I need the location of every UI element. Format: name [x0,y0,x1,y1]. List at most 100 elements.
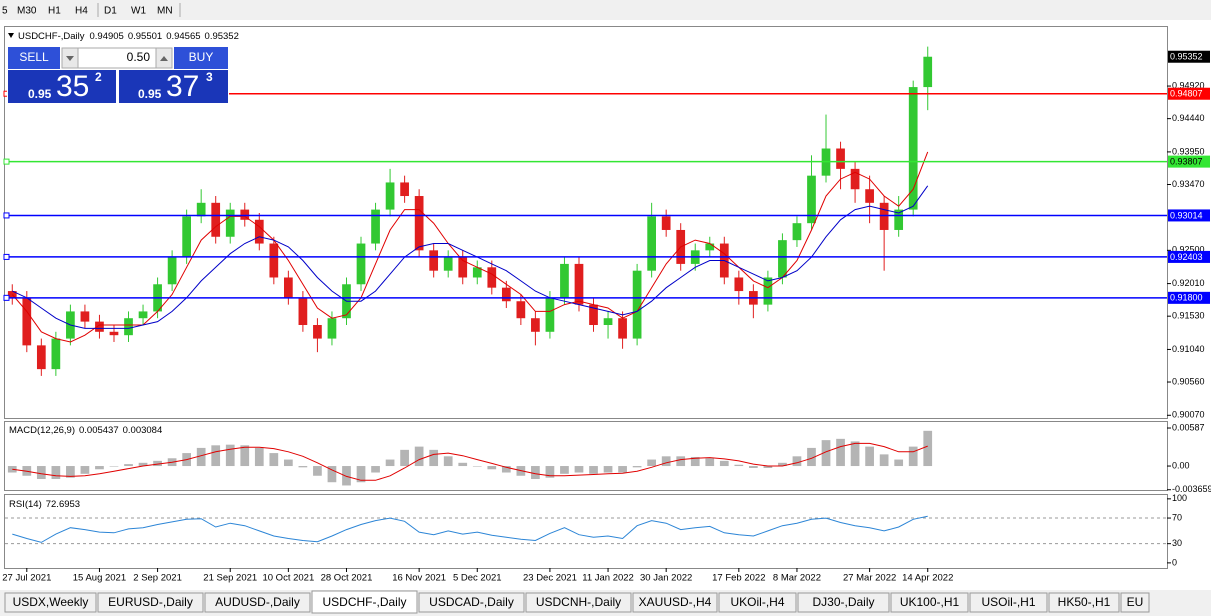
candle-body [414,196,424,251]
candle-body [923,56,933,88]
tab-label[interactable]: USOil-,H1 [981,595,1035,609]
price-tick-label: 0.90560 [1172,376,1205,386]
timeframe-button[interactable]: W1 [131,6,146,17]
tab-label[interactable]: USDCHF-,Daily [323,595,407,609]
macd-bar [908,446,918,467]
tab[interactable] [418,592,525,613]
level-label: 0.92403 [1170,252,1203,262]
level-label: 0.93014 [1170,210,1203,220]
tab[interactable] [97,592,204,613]
tab-label[interactable]: HK50-,H1 [1058,595,1111,609]
tab[interactable] [1120,592,1150,613]
trade-panel: SELL 0.50 BUY 0.95 35 2 0.95 37 3 [7,46,229,104]
candle-body [778,240,787,278]
tab-label[interactable]: UKOil-,H4 [730,595,784,609]
candle-body [501,287,511,302]
macd-bar [80,466,90,474]
sell-price-box[interactable] [8,70,116,103]
timeframe-button[interactable]: H4 [75,6,88,17]
macd-bar [429,449,439,467]
tab-label[interactable]: EURUSD-,Daily [108,595,193,609]
macd-bar [51,466,61,479]
sell-label[interactable]: SELL [19,50,49,64]
candle-body [763,277,773,305]
candle-body [705,243,715,251]
bid-label-bg [1168,50,1210,63]
high-value: 0.95501 [128,31,162,42]
macd-bar [472,466,482,467]
sell-button[interactable] [8,47,60,69]
tab-label[interactable]: USDCNH-,Daily [536,595,621,609]
tab-label[interactable]: AUDUSD-,Daily [215,595,300,609]
candle-body [574,263,584,305]
candle-body [429,250,439,271]
tab-label[interactable]: XAUUSD-,H4 [639,595,712,609]
tab-label[interactable]: UK100-,H1 [900,595,960,609]
tab[interactable] [890,592,969,613]
tab[interactable] [718,592,797,613]
candle-body [138,311,148,319]
macd-bar [661,456,671,467]
candle-body [894,209,904,230]
tab-label[interactable]: USDCAD-,Daily [429,595,514,609]
macd-bar [618,466,627,473]
timeframe-button[interactable]: MN [157,6,173,17]
open-value: 0.94905 [90,31,124,42]
candle-body [80,311,90,322]
level-label: 0.91800 [1170,293,1203,303]
tab-label[interactable]: USDX,Weekly [13,595,89,609]
macd-bar [763,466,773,468]
macd-bar [719,460,729,467]
timeframe-button[interactable]: M30 [17,6,37,17]
timeframe-button[interactable]: H1 [48,6,61,17]
sell-price-digits: 35 [56,70,89,103]
candle-body [560,263,569,298]
tab[interactable] [1048,592,1120,613]
tab[interactable] [204,592,311,613]
macd-bar [138,462,148,467]
macd-bar [734,464,744,467]
tab[interactable] [525,592,632,613]
level-label-bg [1168,291,1210,304]
macd-tick-label: 0.00587 [1172,422,1205,432]
tab-label[interactable]: DJ30-,Daily [812,595,874,609]
collapse-icon[interactable] [8,33,14,38]
macd-bar [211,445,221,467]
candle-body [167,257,177,285]
macd-bar [254,447,264,467]
candle-body [734,277,744,292]
candle-body [879,202,889,230]
timeframe-button[interactable]: 5 [2,6,8,17]
candle-body [36,345,46,370]
macd-bar [443,456,453,467]
rsi-title: RSI(14) [9,499,42,510]
low-value: 0.94565 [166,31,200,42]
tab[interactable] [4,592,97,613]
candle-body [647,216,656,271]
buy-button[interactable] [174,47,228,69]
macd-bar [487,466,497,470]
candle-body [51,338,61,370]
candle-body [327,318,337,339]
tab[interactable] [311,590,418,614]
bid-label: 0.95352 [1170,52,1203,62]
lot-value[interactable]: 0.50 [127,50,151,64]
price-tick-label: 0.94920 [1172,80,1205,90]
price-tick-label: 0.93470 [1172,179,1205,189]
candle-body [109,331,119,336]
signal-value: 0.003084 [123,425,163,436]
plot-layer: 0.94920 0.94440 0.93950 0.93470 0.92500 0.920… [2,46,1211,584]
buy-label[interactable]: BUY [189,50,214,64]
candle-body [254,219,264,244]
buy-price-box[interactable] [119,70,228,103]
tab-label[interactable]: EU [1127,595,1144,609]
rsi-tick-label: 70 [1172,512,1182,522]
candle-body [443,257,453,271]
level-label: 0.94807 [1170,89,1203,99]
tab[interactable] [797,592,890,613]
timeframe-button[interactable]: D1 [104,6,117,17]
tab[interactable] [632,592,718,613]
macd-bar [385,459,395,467]
macd-bar [327,466,337,483]
tab[interactable] [969,592,1048,613]
